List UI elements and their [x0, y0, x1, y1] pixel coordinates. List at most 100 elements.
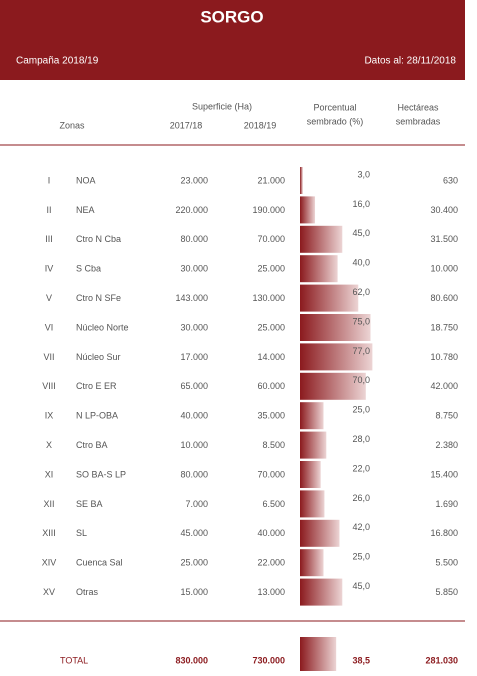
col-header: sembrado (%) — [307, 116, 364, 126]
roman: XIII — [42, 528, 56, 538]
roman: VI — [45, 322, 54, 332]
percent-bar — [300, 549, 324, 577]
area-2017: 10.000 — [180, 440, 208, 450]
col-header: Zonas — [59, 120, 85, 130]
area-2017: 30.000 — [180, 264, 208, 274]
hectares: 15.400 — [430, 469, 458, 479]
zone: SL — [76, 528, 87, 538]
col-header: Superficie (Ha) — [192, 101, 252, 111]
col-header: sembradas — [396, 116, 441, 126]
roman: XII — [43, 499, 54, 509]
percent-bar — [300, 431, 327, 459]
col-header: 2017/18 — [170, 120, 203, 130]
title: SORGO — [200, 7, 263, 26]
total-percent: 38,5 — [352, 655, 370, 665]
percent-bar — [300, 225, 343, 253]
percent-bar — [300, 490, 325, 518]
percent-label: 75,0 — [352, 316, 370, 326]
zone: Ctro E ER — [76, 381, 117, 391]
area-2017: 40.000 — [180, 411, 208, 421]
hectares: 16.800 — [430, 528, 458, 538]
zone: Otras — [76, 587, 99, 597]
area-2017: 30.000 — [180, 322, 208, 332]
zone: N LP-OBA — [76, 411, 118, 421]
area-2017: 65.000 — [180, 381, 208, 391]
col-header: 2018/19 — [244, 120, 277, 130]
area-2018: 22.000 — [257, 558, 285, 568]
area-2018: 70.000 — [257, 469, 285, 479]
hectares: 18.750 — [430, 322, 458, 332]
area-2018: 130.000 — [252, 293, 285, 303]
percent-label: 25,0 — [352, 552, 370, 562]
roman: IV — [45, 264, 54, 274]
percent-bar — [300, 402, 324, 430]
total-label: TOTAL — [60, 655, 88, 665]
area-2017: 45.000 — [180, 528, 208, 538]
percent-label: 26,0 — [352, 493, 370, 503]
hectares: 10.780 — [430, 352, 458, 362]
percent-bar — [300, 578, 343, 606]
percent-label: 16,0 — [352, 199, 370, 209]
percent-bar — [300, 314, 371, 341]
area-2018: 25.000 — [257, 264, 285, 274]
zone: S Cba — [76, 264, 101, 274]
campaign: Campaña 2018/19 — [16, 56, 99, 67]
zone: Núcleo Norte — [76, 322, 129, 332]
area-2017: 143.000 — [175, 293, 208, 303]
area-2018: 190.000 — [252, 205, 285, 215]
roman: I — [48, 175, 51, 185]
hectares: 8.750 — [435, 411, 458, 421]
hectares: 1.690 — [435, 499, 458, 509]
area-2018: 35.000 — [257, 411, 285, 421]
percent-bar — [300, 372, 366, 400]
roman: V — [46, 293, 52, 303]
zone: Ctro N SFe — [76, 293, 121, 303]
zone: NOA — [76, 175, 96, 185]
total-hectares: 281.030 — [425, 655, 458, 665]
area-2018: 14.000 — [257, 352, 285, 362]
area-2017: 7.000 — [185, 499, 208, 509]
area-2018: 21.000 — [257, 175, 285, 185]
percent-bar — [300, 343, 373, 371]
area-2018: 40.000 — [257, 528, 285, 538]
area-2017: 80.000 — [180, 469, 208, 479]
hectares: 30.400 — [430, 205, 458, 215]
zone: Ctro N Cba — [76, 234, 121, 244]
percent-label: 22,0 — [352, 463, 370, 473]
percent-label: 45,0 — [352, 228, 370, 238]
area-2017: 80.000 — [180, 234, 208, 244]
roman: IX — [45, 411, 54, 421]
roman: VII — [43, 352, 54, 362]
percent-bar — [300, 196, 316, 224]
percent-bar — [300, 167, 303, 194]
zone: Cuenca Sal — [76, 558, 123, 568]
col-header: Hectáreas — [397, 102, 439, 112]
percent-label: 62,0 — [352, 287, 370, 297]
hectares: 2.380 — [435, 440, 458, 450]
col-header: Porcentual — [313, 102, 356, 112]
percent-label: 40,0 — [352, 258, 370, 268]
percent-bar — [300, 461, 321, 488]
hectares: 80.600 — [430, 293, 458, 303]
percent-bar — [300, 519, 340, 547]
hectares: 10.000 — [430, 264, 458, 274]
percent-label: 70,0 — [352, 375, 370, 385]
area-2018: 8.500 — [262, 440, 285, 450]
zone: NEA — [76, 205, 95, 215]
area-2018: 60.000 — [257, 381, 285, 391]
total-2018: 730.000 — [252, 655, 285, 665]
roman: VIII — [42, 381, 56, 391]
area-2017: 15.000 — [180, 587, 208, 597]
date: Datos al: 28/11/2018 — [364, 56, 456, 67]
hectares: 31.500 — [430, 234, 458, 244]
hectares: 630 — [443, 175, 458, 185]
roman: III — [45, 234, 53, 244]
percent-label: 3,0 — [357, 169, 370, 179]
roman: XIV — [42, 558, 57, 568]
hectares: 5.850 — [435, 587, 458, 597]
area-2018: 13.000 — [257, 587, 285, 597]
roman: X — [46, 440, 52, 450]
zone: Ctro BA — [76, 440, 108, 450]
area-2018: 6.500 — [262, 499, 285, 509]
